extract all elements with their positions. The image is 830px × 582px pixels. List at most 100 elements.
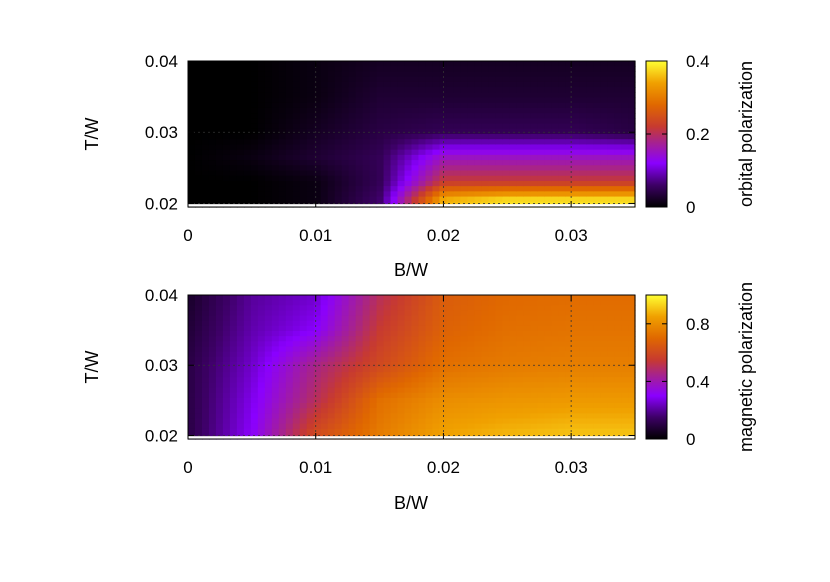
heatmap-cell: [537, 76, 545, 83]
heatmap-cell: [495, 139, 503, 146]
heatmap-cell: [404, 160, 413, 166]
heatmap-cell: [418, 165, 427, 172]
heatmap-cell: [306, 118, 315, 125]
heatmap-cell: [271, 382, 280, 389]
heatmap-cell: [607, 170, 615, 177]
heatmap-cell: [208, 113, 217, 119]
heatmap-cell: [404, 144, 413, 151]
heatmap-cell: [579, 300, 587, 306]
heatmap-cell: [404, 403, 413, 409]
heatmap-cell: [208, 160, 217, 166]
heatmap-cell: [271, 139, 280, 146]
heatmap-cell: [481, 118, 489, 125]
heatmap-cell: [453, 310, 461, 317]
heatmap-cell: [614, 351, 622, 358]
heatmap-cell: [628, 196, 636, 203]
heatmap-cell: [292, 160, 301, 166]
heatmap-cell: [264, 336, 273, 342]
heatmap-cell: [614, 418, 622, 425]
heatmap-cell: [523, 134, 531, 140]
heatmap-cell: [397, 154, 406, 161]
heatmap-cell: [188, 418, 196, 425]
heatmap-cell: [362, 295, 371, 301]
heatmap-cell: [537, 134, 545, 140]
heatmap-cell: [257, 186, 266, 192]
heatmap-cell: [188, 154, 196, 161]
heatmap-cell: [292, 336, 301, 342]
heatmap-cell: [243, 191, 252, 198]
heatmap-cell: [341, 377, 350, 384]
heatmap-cell: [292, 346, 301, 353]
heatmap-cell: [446, 408, 454, 414]
heatmap-cell: [243, 300, 252, 306]
heatmap-cell: [614, 128, 622, 135]
heatmap-cell: [460, 377, 468, 384]
heatmap-cell: [348, 160, 357, 166]
y-tick-label: 0.04: [145, 286, 178, 305]
heatmap-cell: [208, 196, 217, 203]
heatmap-cell: [264, 428, 273, 435]
heatmap-cell: [264, 382, 273, 389]
heatmap-cell: [446, 310, 454, 317]
heatmap-cell: [411, 81, 420, 88]
heatmap-cell: [278, 397, 287, 404]
heatmap-cell: [243, 305, 252, 312]
heatmap-cell: [292, 149, 301, 156]
heatmap-cell: [369, 331, 378, 337]
heatmap-cell: [579, 367, 587, 373]
heatmap-cell: [446, 87, 454, 93]
heatmap-cell: [397, 418, 406, 425]
heatmap-cell: [313, 186, 322, 192]
heatmap-cell: [579, 76, 587, 83]
heatmap-cell: [327, 367, 336, 373]
heatmap-cell: [467, 165, 475, 172]
heatmap-cell: [439, 310, 448, 317]
heatmap-cell: [229, 372, 238, 378]
heatmap-cell: [467, 160, 475, 166]
heatmap-cell: [565, 325, 573, 332]
heatmap-cell: [467, 102, 475, 109]
heatmap-cell: [593, 61, 601, 67]
heatmap-cell: [201, 81, 210, 88]
heatmap-cell: [215, 154, 224, 161]
heatmap-cell: [544, 61, 552, 67]
heatmap-cell: [222, 66, 231, 73]
heatmap-cell: [285, 154, 294, 161]
heatmap-cell: [313, 356, 322, 363]
heatmap-cell: [313, 346, 322, 353]
heatmap-cell: [411, 382, 420, 389]
heatmap-cell: [628, 139, 636, 146]
heatmap-cell: [579, 361, 587, 368]
heatmap-cell: [404, 346, 413, 353]
heatmap-cell: [614, 341, 622, 348]
heatmap-cell: [404, 134, 413, 140]
heatmap-cell: [348, 320, 357, 327]
heatmap-cell: [544, 377, 552, 384]
heatmap-cell: [509, 61, 517, 67]
heatmap-cell: [383, 387, 392, 394]
heatmap-cell: [481, 387, 489, 394]
heatmap-cell: [376, 134, 385, 140]
heatmap-cell: [271, 175, 280, 182]
heatmap-cell: [439, 180, 448, 187]
heatmap-cell: [250, 175, 259, 182]
heatmap-cell: [614, 356, 622, 363]
heatmap-cell: [208, 382, 217, 389]
heatmap-cell: [404, 418, 413, 425]
heatmap-cell: [355, 367, 364, 373]
heatmap-cell: [502, 397, 510, 404]
heatmap-cell: [530, 66, 538, 73]
heatmap-cell: [439, 81, 448, 88]
heatmap-cell: [229, 123, 238, 130]
heatmap-cell: [565, 367, 573, 373]
heatmap-cell: [264, 325, 273, 332]
heatmap-cell: [355, 315, 364, 322]
heatmap-cell: [579, 372, 587, 378]
heatmap-cell: [376, 149, 385, 156]
heatmap-cell: [621, 118, 629, 125]
heatmap-cell: [257, 107, 266, 114]
heatmap-cell: [383, 315, 392, 322]
heatmap-cell: [495, 320, 503, 327]
heatmap-cell: [572, 351, 580, 358]
heatmap-cell: [243, 382, 252, 389]
